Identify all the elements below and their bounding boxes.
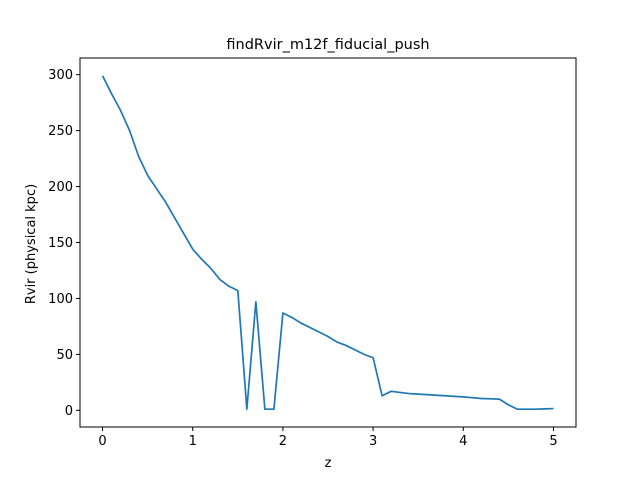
x-axis-label: z [325,456,332,471]
y-tick-label: 300 [48,68,73,83]
x-tick-label: 5 [549,434,557,449]
x-tick-label: 0 [98,434,106,449]
plot-frame [79,57,577,428]
y-tick-label: 0 [65,404,73,419]
y-tick-label: 150 [48,236,73,251]
plot-area [101,75,554,411]
x-tick-label: 1 [189,434,197,449]
x-tick-label: 2 [279,434,287,449]
y-tick-label: 250 [48,124,73,139]
x-tick-label: 3 [369,434,377,449]
y-axis-label: Rvir (physical kpc) [24,184,39,304]
y-tick-label: 100 [48,292,73,307]
y-tick-label: 50 [56,348,73,363]
chart-title: findRvir_m12f_fiducial_push [226,37,429,53]
x-tick-label: 4 [459,434,467,449]
series-line-0 [101,75,554,411]
y-tick-label: 200 [48,180,73,195]
